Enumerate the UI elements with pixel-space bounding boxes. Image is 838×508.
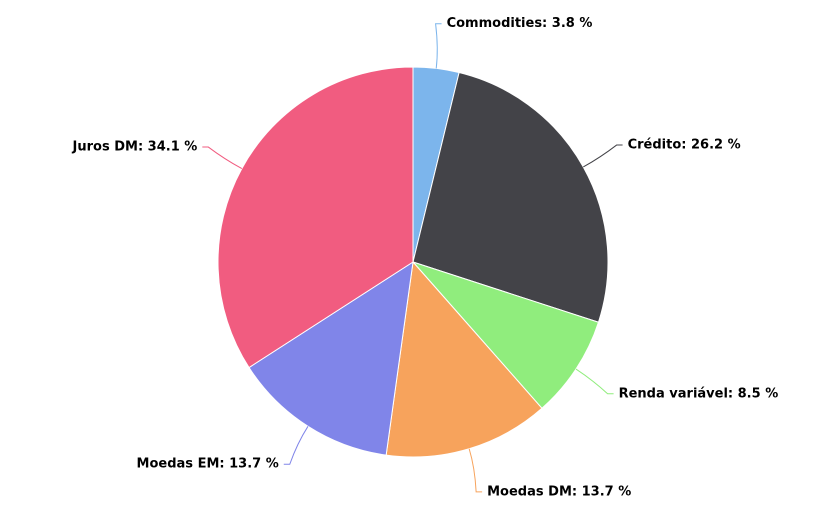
data-label: Juros DM: 34.1 % <box>72 140 198 155</box>
pie-slice <box>411 260 600 409</box>
connector <box>575 368 614 395</box>
data-label: Crédito: 26.2 % <box>628 138 741 153</box>
data-label: Renda variável: 8.5 % <box>619 386 779 401</box>
pie-slice <box>412 71 609 323</box>
connector <box>583 144 623 168</box>
data-label: Moedas EM: 13.7 % <box>137 457 279 472</box>
data-label: Commodities: 3.8 % <box>447 16 593 31</box>
pie-slice <box>248 260 414 456</box>
connector <box>202 146 243 170</box>
connector <box>435 23 442 69</box>
pie-slice <box>385 260 543 458</box>
connector <box>468 448 483 493</box>
data-label: Moedas DM: 13.7 % <box>487 484 631 499</box>
connector <box>283 426 309 465</box>
